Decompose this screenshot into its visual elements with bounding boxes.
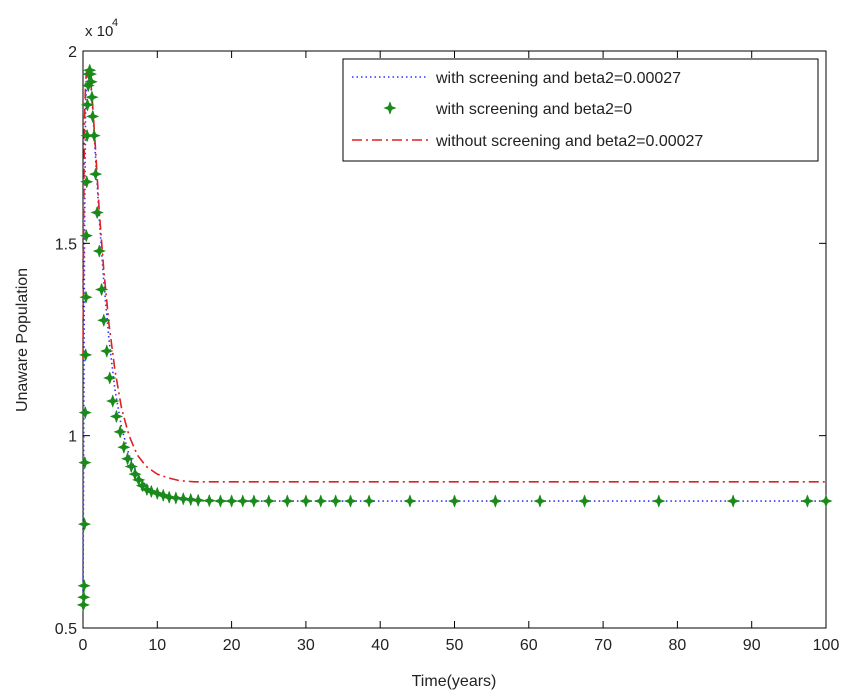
x-tick-label: 100 xyxy=(813,637,840,654)
data-point-marker xyxy=(213,494,228,508)
x-tick-label: 70 xyxy=(594,637,612,654)
data-point-marker xyxy=(280,494,294,508)
data-point-marker xyxy=(79,290,93,304)
data-point-marker xyxy=(726,494,740,508)
y-tick-label: 1.5 xyxy=(55,236,77,253)
data-point-marker xyxy=(90,205,104,220)
legend-label-3: without screening and beta2=0.00027 xyxy=(435,133,703,150)
x-tick-label: 40 xyxy=(371,637,389,654)
x-tick-label: 90 xyxy=(743,637,761,654)
x-tick-label: 50 xyxy=(446,637,464,654)
data-point-marker xyxy=(80,98,95,112)
y-axis-ticks: 0.5 1 1.5 2 xyxy=(55,44,826,638)
data-point-marker xyxy=(77,590,91,604)
legend-box xyxy=(342,58,819,162)
data-point-marker xyxy=(225,494,239,508)
series-layer xyxy=(76,63,833,612)
axis-scale-base: x 10 xyxy=(85,23,113,40)
y-tick-label: 2 xyxy=(68,44,77,61)
x-tick-label: 20 xyxy=(223,637,241,654)
data-point-marker xyxy=(84,75,98,89)
data-point-marker xyxy=(819,494,833,508)
data-point-marker xyxy=(488,494,502,508)
data-point-marker xyxy=(236,494,250,508)
x-tick-label: 0 xyxy=(79,637,88,654)
axis-scale-exponent: 4 xyxy=(112,17,118,29)
data-point-marker xyxy=(80,175,94,189)
data-point-marker xyxy=(78,406,92,420)
data-point-marker xyxy=(117,440,131,454)
data-point-marker xyxy=(247,494,261,508)
data-point-marker xyxy=(100,344,114,358)
y-tick-label: 0.5 xyxy=(55,621,77,638)
data-point-marker xyxy=(447,494,462,508)
x-tick-label: 60 xyxy=(520,637,538,654)
legend: with screening and beta2=0.00027 with sc… xyxy=(342,58,819,162)
data-point-marker xyxy=(86,109,100,123)
data-point-marker xyxy=(262,494,276,508)
data-point-marker xyxy=(362,494,376,508)
data-point-marker xyxy=(202,494,216,508)
data-point-marker xyxy=(92,244,106,258)
data-point-marker xyxy=(120,452,135,466)
data-point-marker xyxy=(184,492,198,507)
data-point-marker xyxy=(403,494,417,508)
legend-label-1: with screening and beta2=0.00027 xyxy=(435,70,681,87)
series-line-without-screening xyxy=(82,69,826,483)
data-point-marker xyxy=(77,517,92,531)
data-point-marker xyxy=(652,494,666,508)
data-point-marker xyxy=(150,486,164,500)
data-point-marker xyxy=(78,455,92,470)
data-point-marker xyxy=(79,229,93,243)
data-point-marker xyxy=(343,494,358,508)
y-tick-label: 1 xyxy=(68,429,77,446)
x-tick-label: 10 xyxy=(148,637,166,654)
data-point-marker xyxy=(124,459,138,474)
data-point-marker xyxy=(176,492,190,506)
x-axis-ticks: 0 10 20 30 40 50 60 70 80 90 100 xyxy=(79,51,840,654)
data-point-marker xyxy=(113,425,127,439)
data-point-marker xyxy=(109,409,124,424)
data-point-marker xyxy=(156,488,170,502)
data-point-marker xyxy=(79,348,93,362)
data-point-marker xyxy=(169,491,183,505)
data-point-marker xyxy=(103,371,117,385)
data-point-marker xyxy=(533,494,547,508)
legend-swatch-marker xyxy=(383,101,397,115)
series-with-screening-beta2-0 xyxy=(76,63,833,612)
data-point-marker xyxy=(87,129,101,143)
data-point-marker xyxy=(106,394,120,408)
data-point-marker xyxy=(97,313,111,327)
axis-scale-label: x 10 4 xyxy=(85,17,118,40)
data-point-marker xyxy=(800,494,815,508)
y-axis-label: Unaware Population xyxy=(14,268,31,412)
x-tick-label: 80 xyxy=(669,637,687,654)
data-point-marker xyxy=(299,494,313,508)
legend-star-icon xyxy=(383,101,397,115)
legend-label-2: with screening and beta2=0 xyxy=(435,101,632,118)
data-point-marker xyxy=(94,282,109,297)
data-point-marker xyxy=(89,167,103,181)
data-point-marker xyxy=(77,579,91,593)
data-point-marker xyxy=(144,484,158,499)
data-point-marker xyxy=(577,494,592,508)
data-point-marker xyxy=(314,494,328,508)
data-point-marker xyxy=(85,90,99,104)
x-axis-label: Time(years) xyxy=(412,673,497,690)
data-point-marker xyxy=(329,494,343,508)
data-point-marker xyxy=(191,493,205,507)
x-tick-label: 30 xyxy=(297,637,315,654)
